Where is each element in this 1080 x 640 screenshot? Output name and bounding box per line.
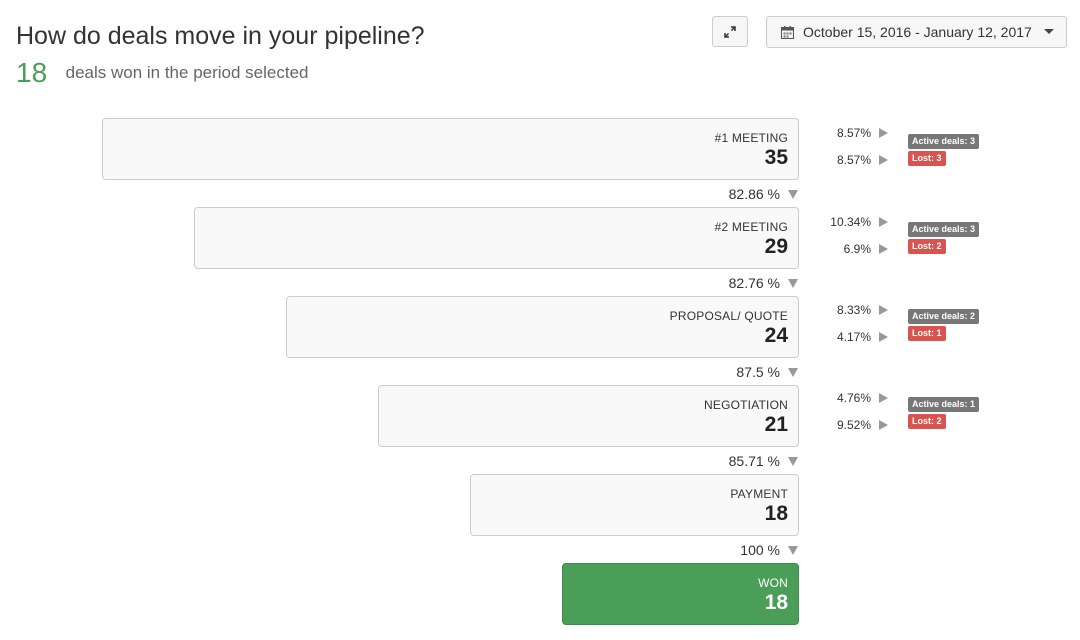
- stage-proposal[interactable]: PROPOSAL/ QUOTE 24: [286, 296, 799, 358]
- active-deals-percent[interactable]: 8.57%: [800, 126, 890, 140]
- stage-meeting-1[interactable]: #1 MEETING 35: [102, 118, 799, 180]
- lost-deals-percent[interactable]: 6.9%: [800, 242, 890, 256]
- conversion-value: 82.76 %: [728, 275, 780, 291]
- arrow-right-icon: [879, 244, 888, 254]
- conversion-value: 85.71 %: [728, 453, 780, 469]
- conversion-value: 82.86 %: [728, 186, 780, 202]
- percent-value: 8.57%: [836, 126, 871, 140]
- won-summary: 18 deals won in the period selected: [16, 57, 309, 88]
- arrow-right-icon: [879, 128, 888, 138]
- active-deals-badge: Active deals: 2: [908, 309, 980, 324]
- lost-deals-percent[interactable]: 9.52%: [800, 418, 890, 432]
- lost-deals-badge: Lost: 1: [908, 326, 946, 341]
- percent-value: 6.9%: [843, 242, 871, 256]
- stage-name: WON: [758, 576, 788, 590]
- expand-button[interactable]: [712, 16, 748, 47]
- percent-value: 9.52%: [836, 418, 871, 432]
- arrow-down-icon: [788, 545, 798, 555]
- stage-name: #2 MEETING: [714, 220, 788, 234]
- stage-negotiation[interactable]: NEGOTIATION 21: [378, 385, 799, 447]
- won-summary-text: deals won in the period selected: [65, 63, 309, 82]
- conversion-rate: 87.5 %: [736, 363, 798, 381]
- percent-value: 4.76%: [836, 391, 871, 405]
- conversion-rate: 82.86 %: [729, 185, 798, 203]
- conversion-value: 87.5 %: [736, 364, 780, 380]
- caret-down-icon: [1043, 29, 1054, 35]
- conversion-rate: 82.76 %: [729, 274, 798, 292]
- stage-name: PROPOSAL/ QUOTE: [669, 309, 788, 323]
- arrow-down-icon: [788, 189, 798, 199]
- percent-value: 4.17%: [836, 330, 871, 344]
- lost-deals-percent[interactable]: 4.17%: [800, 330, 890, 344]
- arrow-right-icon: [879, 217, 888, 227]
- stage-count: 29: [764, 235, 788, 258]
- lost-deals-badge: Lost: 3: [908, 151, 946, 166]
- stage-count: 18: [764, 591, 788, 614]
- stage-count: 18: [764, 502, 788, 525]
- percent-value: 8.33%: [836, 303, 871, 317]
- active-deals-badge: Active deals: 3: [908, 134, 980, 149]
- percent-value: 8.57%: [836, 153, 871, 167]
- date-range-picker[interactable]: October 15, 2016 - January 12, 2017: [766, 16, 1067, 48]
- lost-deals-percent[interactable]: 8.57%: [800, 153, 890, 167]
- stage-name: PAYMENT: [730, 487, 788, 501]
- arrow-down-icon: [788, 367, 798, 377]
- stage-won[interactable]: WON 18: [562, 563, 799, 625]
- arrow-down-icon: [788, 278, 798, 288]
- conversion-rate: 85.71 %: [729, 452, 798, 470]
- calendar-icon: [781, 25, 794, 39]
- active-deals-percent[interactable]: 4.76%: [800, 391, 890, 405]
- lost-deals-badge: Lost: 2: [908, 239, 946, 254]
- percent-value: 10.34%: [830, 215, 871, 229]
- won-count: 18: [16, 57, 48, 88]
- active-deals-percent[interactable]: 8.33%: [800, 303, 890, 317]
- active-deals-badge: Active deals: 3: [908, 222, 980, 237]
- stage-name: #1 MEETING: [714, 131, 788, 145]
- arrow-down-icon: [788, 456, 798, 466]
- active-deals-percent[interactable]: 10.34%: [800, 215, 890, 229]
- arrow-right-icon: [879, 420, 888, 430]
- stage-meeting-2[interactable]: #2 MEETING 29: [194, 207, 799, 269]
- arrow-right-icon: [879, 305, 888, 315]
- stage-count: 24: [764, 324, 788, 347]
- page-title: How do deals move in your pipeline?: [16, 22, 425, 50]
- arrow-right-icon: [879, 155, 888, 165]
- arrow-right-icon: [879, 393, 888, 403]
- arrow-right-icon: [879, 332, 888, 342]
- expand-icon: [724, 25, 736, 38]
- active-deals-badge: Active deals: 1: [908, 397, 980, 412]
- conversion-value: 100 %: [740, 542, 780, 558]
- lost-deals-badge: Lost: 2: [908, 414, 946, 429]
- conversion-rate: 100 %: [740, 541, 798, 559]
- stage-count: 21: [764, 413, 788, 436]
- stage-count: 35: [764, 146, 788, 169]
- date-range-label: October 15, 2016 - January 12, 2017: [803, 24, 1032, 40]
- stage-payment[interactable]: PAYMENT 18: [470, 474, 799, 536]
- stage-name: NEGOTIATION: [704, 398, 788, 412]
